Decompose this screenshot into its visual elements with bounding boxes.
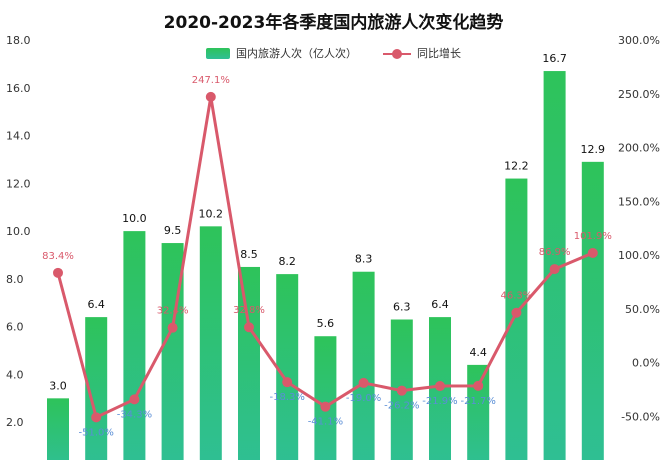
right-axis-tick: 300.0%	[618, 34, 660, 47]
bar-value-label: 6.4	[87, 298, 105, 311]
growth-point	[358, 377, 369, 388]
growth-value-label: -21.9%	[422, 396, 457, 407]
bar-value-label: 9.5	[164, 224, 182, 237]
growth-point	[396, 385, 407, 396]
growth-point	[473, 380, 484, 391]
growth-value-label: -19.0%	[346, 393, 381, 404]
bar	[238, 266, 260, 460]
right-axis-tick: 250.0%	[618, 88, 660, 101]
growth-value-label: 83.4%	[42, 251, 74, 262]
right-axis-tick: 50.0%	[625, 303, 660, 316]
left-axis-tick: 14.0	[6, 130, 31, 143]
bar	[276, 274, 299, 460]
bar	[581, 161, 604, 460]
left-axis-tick: 10.0	[6, 225, 31, 238]
bar	[352, 271, 375, 460]
bar	[314, 336, 337, 460]
bar	[199, 226, 222, 460]
growth-value-label: -34.3%	[117, 409, 152, 420]
growth-value-label: -26.2%	[384, 401, 419, 412]
growth-point	[129, 394, 140, 405]
growth-value-label: 86.9%	[539, 247, 571, 258]
left-axis-tick: 12.0	[6, 177, 31, 190]
bar-value-label: 8.2	[278, 255, 296, 268]
growth-value-label: -21.7%	[461, 396, 496, 407]
growth-point	[91, 412, 102, 423]
growth-point	[282, 377, 293, 388]
growth-value-label: -18.3%	[270, 392, 305, 403]
growth-point	[244, 322, 254, 333]
legend-item-bar[interactable]: 国内旅游人次（亿人次）	[206, 45, 357, 61]
growth-value-label: 46.3%	[501, 291, 533, 302]
growth-point	[320, 401, 331, 412]
left-axis-tick: 4.0	[6, 368, 24, 381]
right-axis-tick: 200.0%	[618, 142, 660, 155]
bar-value-label: 3.0	[49, 379, 67, 392]
legend-item-line[interactable]: 同比增长	[383, 45, 461, 61]
left-axis-tick: 8.0	[6, 273, 24, 286]
growth-point	[587, 247, 598, 258]
bar-value-label: 8.3	[355, 253, 373, 266]
left-axis-tick: 18.0	[6, 34, 31, 47]
legend-bar-label: 国内旅游人次（亿人次）	[236, 47, 357, 60]
bar-value-label: 12.2	[504, 160, 529, 173]
left-axis-tick: 6.0	[6, 321, 24, 334]
bar	[47, 398, 69, 460]
growth-point	[205, 91, 216, 102]
left-axis: 2.0 4.0 6.0 8.0 10.0 12.0 14.0 16.0 18.0	[6, 34, 31, 429]
growth-value-label: 32.4%	[157, 306, 189, 317]
line-labels: 83.4% -51.0%-34.3% 32.4% 247.1% 32.8% -18.3% -…	[42, 75, 612, 438]
bar-value-label: 5.6	[317, 317, 335, 330]
growth-point	[53, 267, 63, 278]
bar	[85, 317, 108, 460]
growth-point	[167, 322, 178, 333]
right-axis-tick: -50.0%	[621, 410, 660, 423]
growth-point	[549, 264, 560, 275]
bar-value-label: 12.9	[581, 143, 606, 156]
right-axis-tick: 150.0%	[618, 195, 660, 208]
legend: 国内旅游人次（亿人次） 同比增长	[0, 45, 667, 61]
bar-value-label: 10.2	[199, 207, 224, 220]
bar-value-label: 4.4	[469, 346, 487, 359]
legend-line-swatch	[383, 48, 411, 59]
growth-point	[435, 381, 445, 392]
line-series	[53, 91, 598, 423]
right-axis: -50.0% 0.0% 50.0% 100.0% 150.0% 200.0% 250.0% 3…	[618, 34, 660, 423]
bar	[505, 178, 528, 460]
left-axis-tick: 16.0	[6, 82, 31, 95]
right-axis-tick: 100.0%	[618, 249, 660, 262]
chart-title: 2020-2023年各季度国内旅游人次变化趋势	[163, 13, 504, 33]
legend-line-label: 同比增长	[417, 47, 461, 60]
bar-value-label: 10.0	[122, 212, 147, 225]
growth-value-label: 247.1%	[192, 75, 230, 86]
legend-bar-swatch	[206, 47, 230, 59]
bar-value-label: 16.7	[542, 52, 567, 65]
bar-labels: 3.0 6.4 10.0 9.5 10.2 8.5 8.2 5.6 8.3 6.3 6.4 4.4 12…	[49, 52, 605, 392]
growth-point	[511, 307, 522, 318]
bar	[467, 364, 490, 460]
growth-value-label: 32.8%	[233, 305, 265, 316]
bar-value-label: 8.5	[240, 248, 258, 261]
right-axis-tick: 0.0%	[632, 357, 660, 370]
bar	[123, 231, 146, 460]
growth-value-label: -41.1%	[308, 417, 343, 428]
growth-value-label: -51.0%	[79, 427, 114, 438]
bar-series	[47, 71, 604, 460]
bar-value-label: 6.4	[431, 298, 449, 311]
growth-value-label: 101.9%	[574, 231, 612, 242]
left-axis-tick: 2.0	[6, 416, 24, 429]
bar-value-label: 6.3	[393, 301, 411, 314]
